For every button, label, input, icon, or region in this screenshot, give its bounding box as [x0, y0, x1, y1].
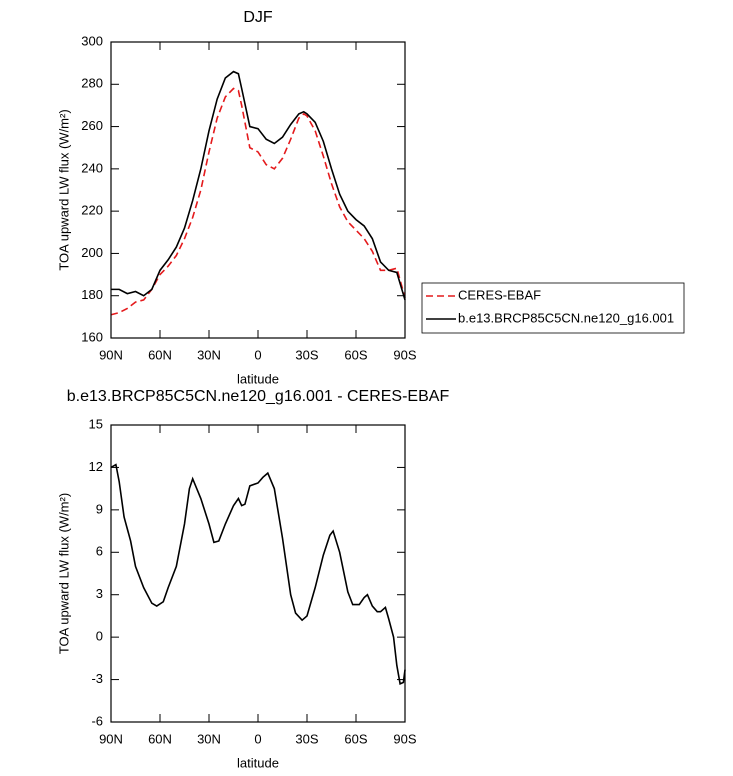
x-tick-label: 60N [148, 347, 172, 362]
y-tick-label: 300 [81, 33, 103, 48]
x-tick-label: 90N [99, 731, 123, 746]
x-tick-label: 60N [148, 731, 172, 746]
x-tick-label: 90S [393, 347, 416, 362]
y-tick-label: 15 [89, 416, 103, 431]
y-tick-label: 12 [89, 459, 103, 474]
line-series [110, 87, 406, 316]
legend-box [421, 282, 685, 334]
plot-frame [110, 41, 406, 339]
y-tick-label: -6 [91, 713, 103, 728]
y-axis-label: TOA upward LW flux (W/m²) [56, 493, 71, 654]
line-series [111, 70, 406, 301]
x-tick-label: 30N [197, 731, 221, 746]
chart-title: b.e13.BRCP85C5CN.ne120_g16.001 - CERES-E… [67, 388, 450, 405]
y-tick-label: -3 [91, 671, 103, 686]
y-tick-label: 9 [96, 501, 103, 516]
plot-frame [110, 424, 406, 723]
y-tick-label: 0 [96, 629, 103, 644]
line-series [110, 463, 406, 685]
y-tick-label: 200 [81, 245, 103, 260]
legend-label: b.e13.BRCP85C5CN.ne120_g16.001 [458, 310, 674, 325]
x-tick-label: 60S [344, 731, 367, 746]
x-axis-label: latitude [237, 755, 279, 770]
x-tick-label: 0 [254, 347, 261, 362]
x-tick-label: 0 [254, 731, 261, 746]
chart-title: DJF [243, 9, 273, 26]
y-tick-label: 240 [81, 160, 103, 175]
x-tick-label: 60S [344, 347, 367, 362]
x-tick-label: 90S [393, 731, 416, 746]
x-axis-label: latitude [237, 371, 279, 386]
x-tick-label: 30N [197, 347, 221, 362]
x-tick-label: 30S [295, 347, 318, 362]
y-tick-label: 260 [81, 118, 103, 133]
y-axis-label: TOA upward LW flux (W/m²) [56, 109, 71, 270]
y-tick-label: 160 [81, 329, 103, 344]
x-tick-label: 30S [295, 731, 318, 746]
y-tick-label: 3 [96, 586, 103, 601]
y-tick-label: 180 [81, 287, 103, 302]
x-tick-label: 90N [99, 347, 123, 362]
y-tick-label: 220 [81, 203, 103, 218]
y-tick-label: 280 [81, 76, 103, 91]
legend-label: CERES-EBAF [458, 287, 541, 302]
y-tick-label: 6 [96, 544, 103, 559]
